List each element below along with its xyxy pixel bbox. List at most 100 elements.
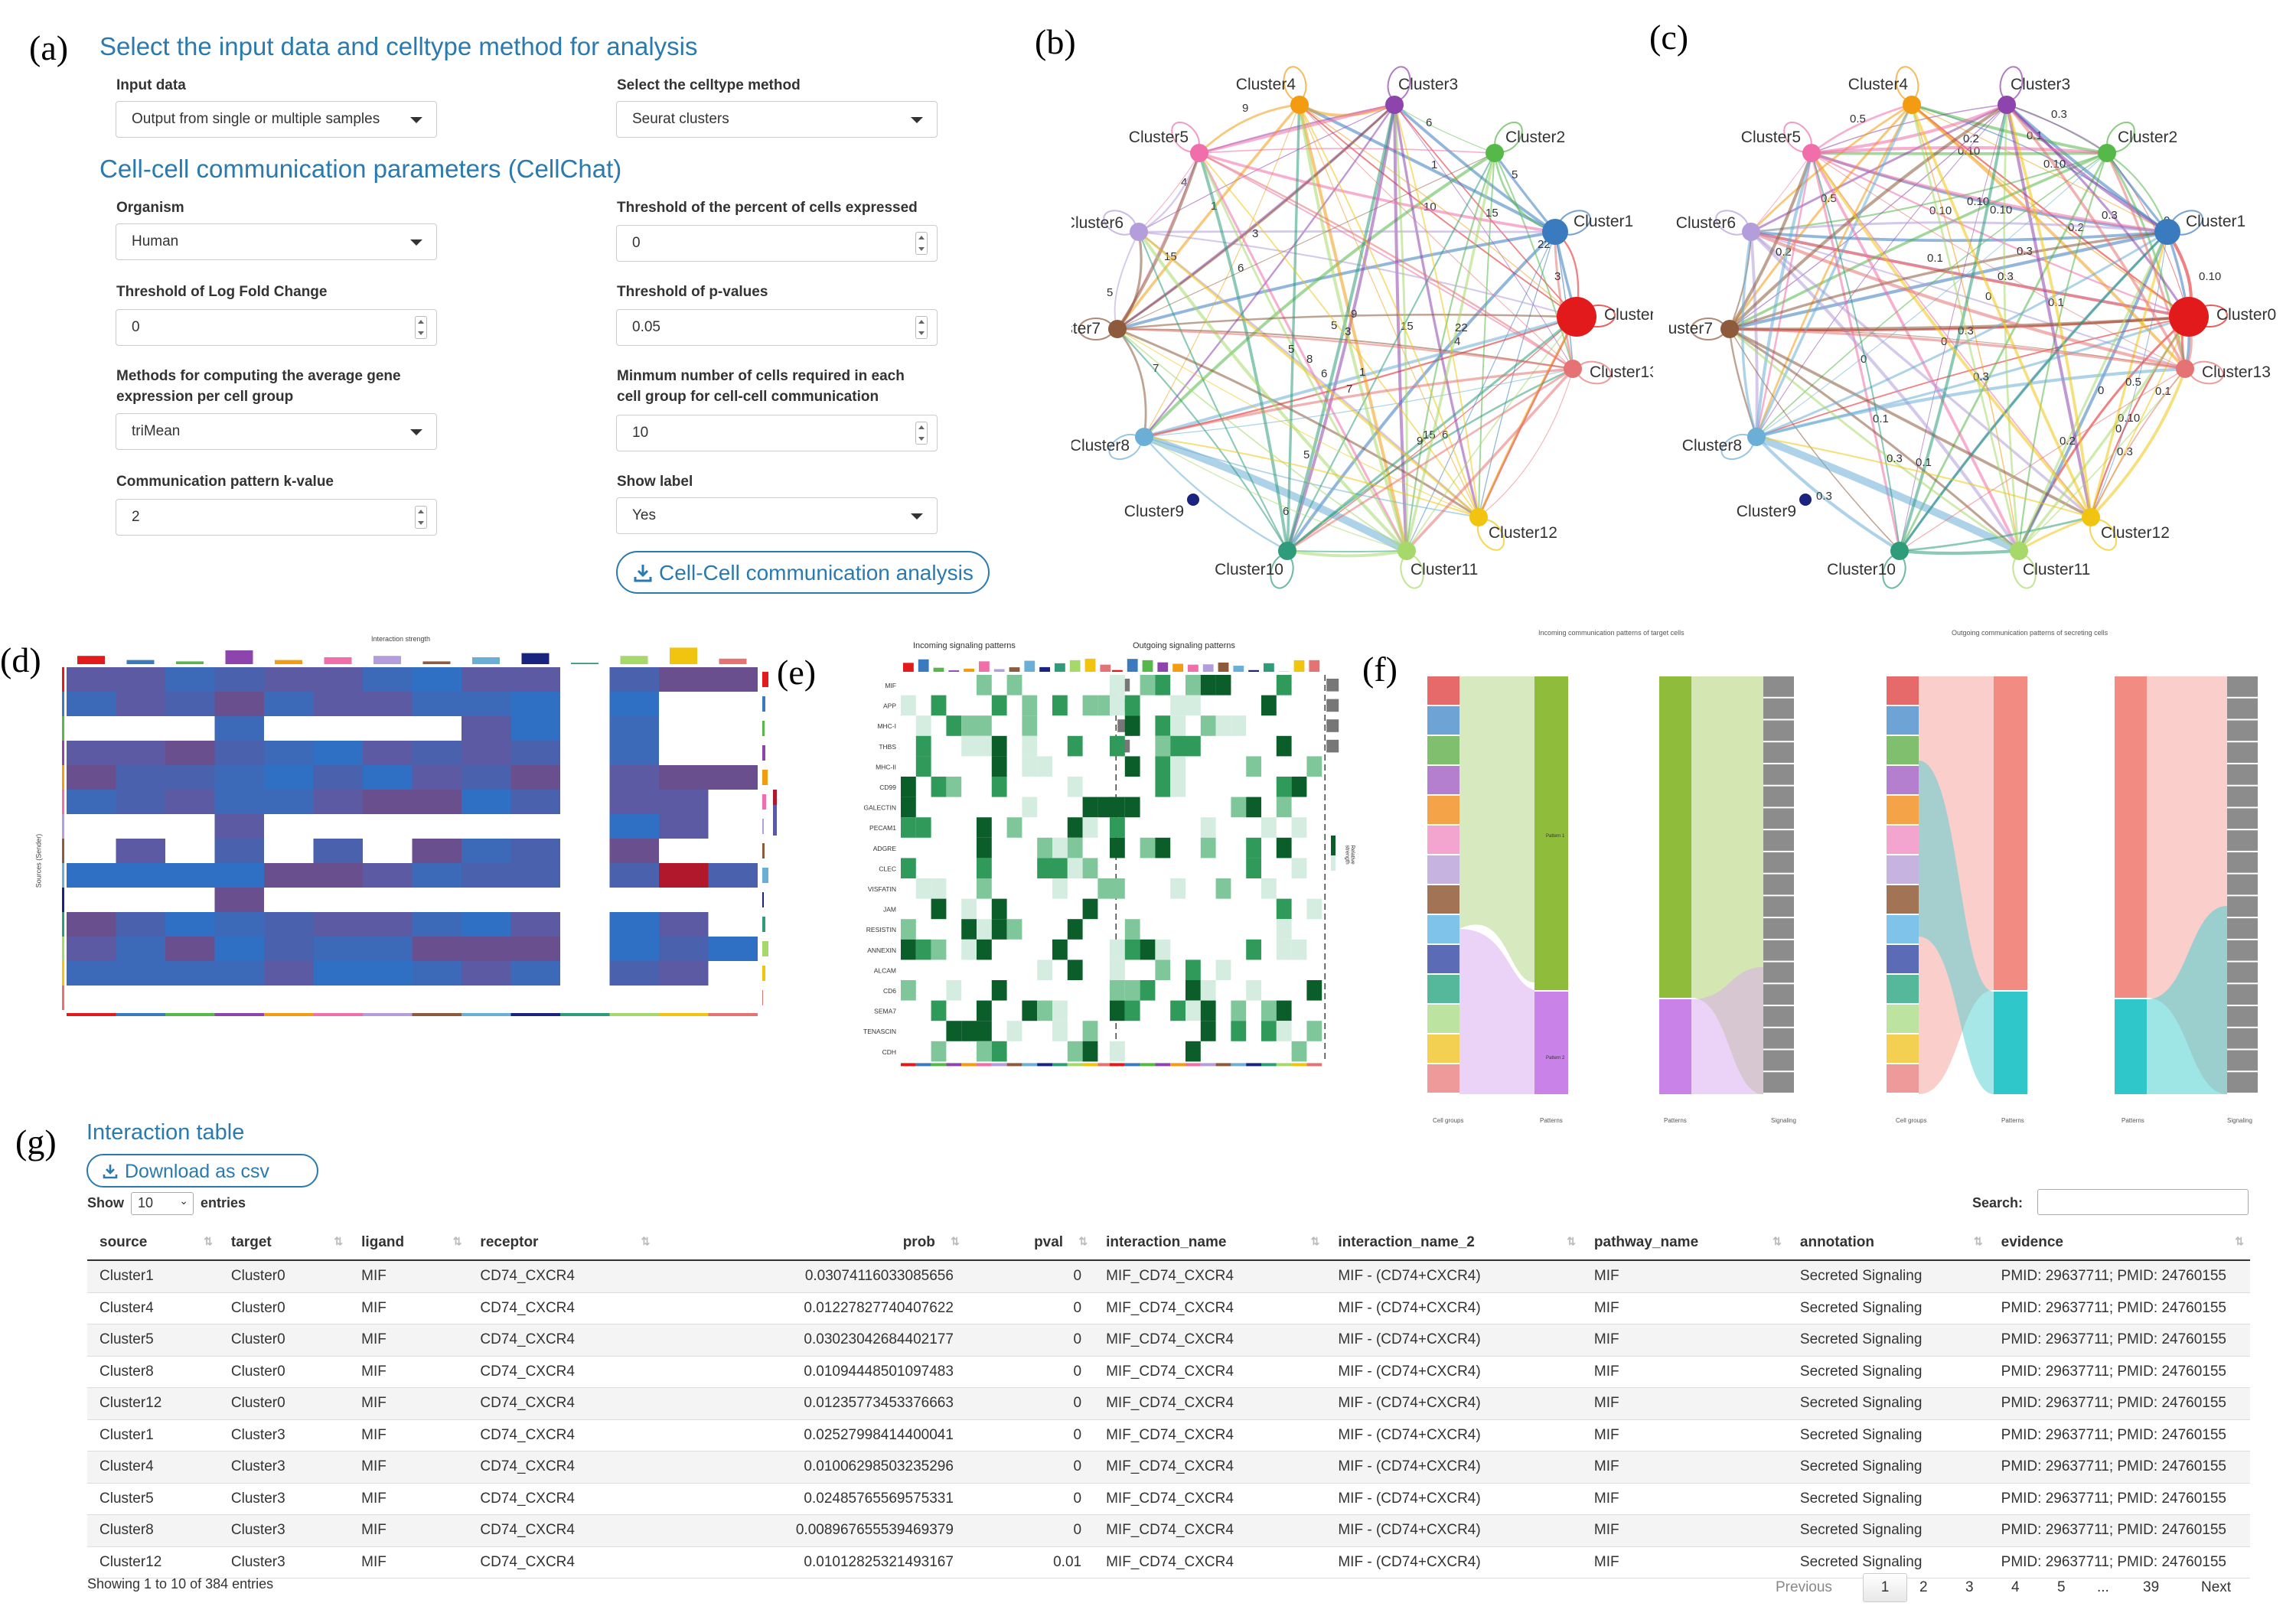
heat-cell bbox=[412, 912, 461, 937]
spinner-icon[interactable] bbox=[915, 316, 928, 339]
table-row[interactable]: Cluster8 Cluster3 MIF CD74_CXCR4 0.008967655… bbox=[87, 1514, 2250, 1547]
column-header-evidence[interactable]: evidence ⇅ bbox=[1988, 1226, 2250, 1261]
table-cell-ligand: MIF bbox=[349, 1260, 468, 1293]
heat-cell bbox=[116, 790, 165, 814]
table-cell-pathway-name: MIF bbox=[1581, 1260, 1788, 1293]
k-value-input[interactable]: 2 bbox=[116, 499, 437, 536]
organism-select[interactable]: Human bbox=[116, 223, 437, 260]
table-row[interactable]: Cluster4 Cluster0 MIF CD74_CXCR4 0.012278277… bbox=[87, 1292, 2250, 1324]
edge bbox=[1117, 327, 1574, 370]
table-cell-receptor: CD74_CXCR4 bbox=[468, 1483, 657, 1515]
spinner-icon[interactable] bbox=[915, 422, 928, 445]
edge-label: 0.1 bbox=[1873, 412, 1889, 425]
sort-icon[interactable]: ⇅ bbox=[2235, 1235, 2244, 1247]
signaling-bar bbox=[1763, 720, 1794, 741]
search-input[interactable] bbox=[2037, 1189, 2249, 1215]
edge-label: 9 bbox=[1351, 308, 1357, 321]
heat-cell bbox=[977, 878, 992, 899]
edge-label: 6 bbox=[1283, 505, 1289, 518]
pagination-page-2[interactable]: 2 bbox=[1919, 1579, 1928, 1595]
column-header-interaction-name-2[interactable]: interaction_name_2 ⇅ bbox=[1326, 1226, 1582, 1261]
column-header-receptor[interactable]: receptor ⇅ bbox=[468, 1226, 657, 1261]
pagination-previous[interactable]: Previous bbox=[1776, 1579, 1832, 1595]
table-row[interactable]: Cluster5 Cluster3 MIF CD74_CXCR4 0.024857655… bbox=[87, 1483, 2250, 1515]
node-label: Cluster7 bbox=[1071, 320, 1101, 337]
column-header-pval[interactable]: pval ⇅ bbox=[965, 1226, 1094, 1261]
table-cell-prob: 0.01012825321493167 bbox=[656, 1546, 966, 1579]
column-header-pathway-name[interactable]: pathway_name ⇅ bbox=[1581, 1226, 1788, 1261]
pagination-page-39[interactable]: 39 bbox=[2143, 1579, 2160, 1595]
sort-icon[interactable]: ⇅ bbox=[1973, 1235, 1983, 1247]
signaling-bar bbox=[1763, 698, 1794, 719]
strip-cell bbox=[1067, 1063, 1083, 1067]
input-data-select[interactable]: Output from single or multiple samples bbox=[116, 101, 437, 138]
table-row[interactable]: Cluster4 Cluster3 MIF CD74_CXCR4 0.010062985… bbox=[87, 1451, 2250, 1484]
sort-icon[interactable]: ⇅ bbox=[204, 1235, 213, 1247]
table-row[interactable]: Cluster8 Cluster0 MIF CD74_CXCR4 0.010944485… bbox=[87, 1356, 2250, 1388]
pagination-page-5[interactable]: 5 bbox=[2057, 1579, 2066, 1595]
pagination-page-4[interactable]: 4 bbox=[2011, 1579, 2020, 1595]
pagination-next[interactable]: Next bbox=[2201, 1579, 2232, 1595]
top-bar bbox=[1084, 658, 1096, 672]
heat-cell bbox=[961, 919, 977, 940]
pagination-page-1[interactable]: 1 bbox=[1863, 1573, 1907, 1602]
chevron-down-icon bbox=[410, 117, 422, 123]
edge bbox=[1729, 327, 2186, 370]
sort-icon[interactable]: ⇅ bbox=[1773, 1235, 1782, 1247]
column-header-annotation[interactable]: annotation ⇅ bbox=[1787, 1226, 1989, 1261]
column-header-prob[interactable]: prob ⇅ bbox=[656, 1226, 966, 1261]
table-row[interactable]: Cluster5 Cluster0 MIF CD74_CXCR4 0.030230426… bbox=[87, 1324, 2250, 1357]
spinner-icon[interactable] bbox=[415, 506, 427, 529]
strip-cell bbox=[363, 1013, 413, 1016]
table-cell-evidence: PMID: 29637711; PMID: 24760155 bbox=[1988, 1260, 2250, 1293]
table-row[interactable]: Cluster12 Cluster0 MIF CD74_CXCR4 0.01235773… bbox=[87, 1387, 2250, 1420]
sort-icon[interactable]: ⇅ bbox=[1078, 1235, 1088, 1247]
avg-method-select[interactable]: triMean bbox=[116, 413, 437, 450]
sort-icon[interactable]: ⇅ bbox=[641, 1235, 651, 1247]
sort-icon[interactable]: ⇅ bbox=[1310, 1235, 1320, 1247]
right-bar bbox=[762, 819, 764, 834]
heat-cell bbox=[1200, 837, 1216, 858]
mincells-input[interactable]: 10 bbox=[616, 415, 938, 451]
run-analysis-button[interactable]: Cell-Cell communication analysis bbox=[616, 551, 990, 594]
column-header-target[interactable]: target ⇅ bbox=[218, 1226, 350, 1261]
logfc-input[interactable]: 0 bbox=[116, 309, 437, 346]
heat-cell bbox=[1037, 960, 1052, 980]
heat-cell bbox=[165, 667, 215, 692]
heat-cell bbox=[1186, 1041, 1201, 1062]
table-row[interactable]: Cluster12 Cluster3 MIF CD74_CXCR4 0.01012825… bbox=[87, 1546, 2250, 1579]
show-label-select[interactable]: Yes bbox=[616, 497, 938, 534]
top-bar bbox=[620, 656, 648, 664]
edge bbox=[1405, 316, 1577, 552]
pct-threshold-input[interactable]: 0 bbox=[616, 225, 938, 262]
pval-input[interactable]: 0.05 bbox=[616, 309, 938, 346]
signaling-bar bbox=[2227, 1006, 2258, 1027]
row-label: CDH bbox=[882, 1048, 896, 1056]
sort-icon[interactable]: ⇅ bbox=[334, 1235, 344, 1247]
entries-select[interactable]: 10 ⌄ bbox=[131, 1192, 194, 1215]
heat-cell bbox=[1067, 1041, 1083, 1062]
sort-icon[interactable]: ⇅ bbox=[1567, 1235, 1576, 1247]
table-row[interactable]: Cluster1 Cluster3 MIF CD74_CXCR4 0.025279984… bbox=[87, 1419, 2250, 1451]
sort-icon[interactable]: ⇅ bbox=[452, 1235, 462, 1247]
heat-cell bbox=[659, 961, 709, 986]
column-header-source[interactable]: source ⇅ bbox=[87, 1226, 219, 1261]
signaling-bar bbox=[1763, 786, 1794, 807]
alluvial-outgoing bbox=[1887, 676, 2027, 1094]
table-row[interactable]: Cluster1 Cluster0 MIF CD74_CXCR4 0.030741160… bbox=[87, 1260, 2250, 1293]
heat-cell bbox=[1067, 777, 1083, 797]
download-csv-button[interactable]: Download as csv bbox=[86, 1154, 318, 1188]
sort-icon[interactable]: ⇅ bbox=[951, 1235, 960, 1247]
column-header-ligand[interactable]: ligand ⇅ bbox=[349, 1226, 468, 1261]
signaling-bar bbox=[2227, 962, 2258, 983]
signaling-bar bbox=[1763, 1006, 1794, 1027]
edge-label: 0.3 bbox=[2102, 209, 2118, 222]
table-cell-ligand: MIF bbox=[349, 1387, 468, 1420]
celltype-select[interactable]: Seurat clusters bbox=[616, 101, 938, 138]
column-header-interaction-name[interactable]: interaction_name ⇅ bbox=[1094, 1226, 1326, 1261]
spinner-icon[interactable] bbox=[915, 232, 928, 255]
pagination-page-3[interactable]: 3 bbox=[1965, 1579, 1974, 1595]
heat-cell bbox=[1052, 878, 1068, 899]
strip-cell bbox=[1231, 1063, 1247, 1067]
spinner-icon[interactable] bbox=[415, 316, 427, 339]
